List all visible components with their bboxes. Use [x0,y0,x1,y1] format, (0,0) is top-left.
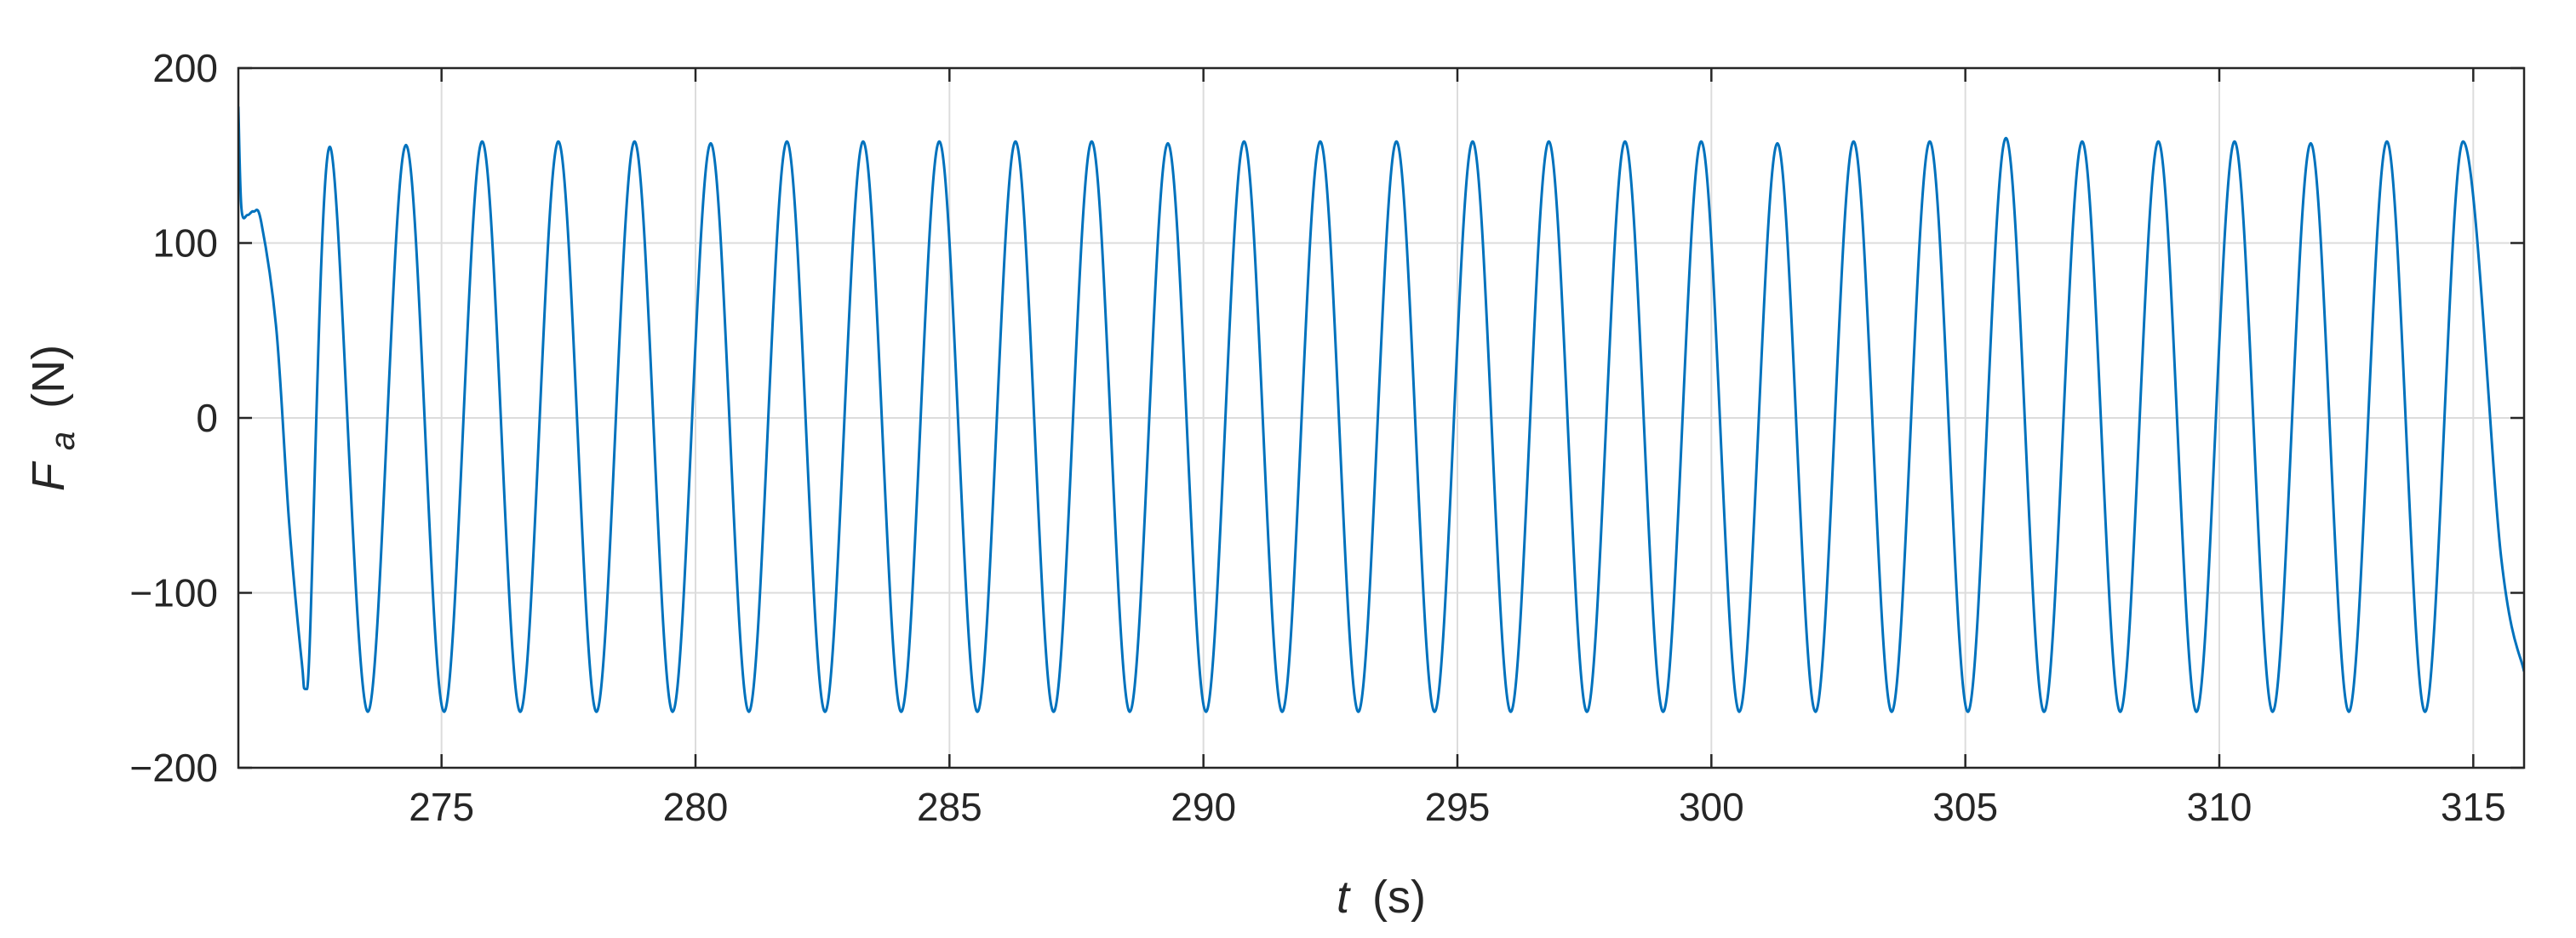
y-axis-symbol: F [23,460,74,491]
y-axis-subscript: a [44,432,82,450]
y-tick-label: 100 [152,221,218,266]
series-line [238,106,2524,713]
x-tick-label: 275 [409,785,474,829]
y-axis-title: F a (N) [23,345,84,491]
y-tick-labels: −200 −100 0 100 200 [129,46,218,790]
x-tick-label: 290 [1171,785,1236,829]
x-tick-label: 285 [917,785,982,829]
x-axis-symbol: t [1337,872,1351,923]
y-tick-label: 200 [152,46,218,90]
x-tick-label: 305 [1932,785,1998,829]
y-tick-label: 0 [196,396,218,440]
y-tick-label: −200 [129,746,218,790]
y-tick-label: −100 [129,571,218,615]
x-tick-label: 310 [2187,785,2253,829]
plot-area [238,106,2524,713]
x-tick-labels: 275 280 285 290 295 300 305 310 315 [409,785,2505,829]
ticks [238,66,2524,769]
x-tick-label: 295 [1425,785,1491,829]
x-tick-label: 315 [2441,785,2506,829]
x-axis-unit: (s) [1372,872,1426,923]
x-axis-title: t (s) [1337,872,1426,923]
x-tick-label: 300 [1679,785,1744,829]
y-axis-unit: (N) [23,345,74,409]
x-tick-label: 280 [663,785,729,829]
